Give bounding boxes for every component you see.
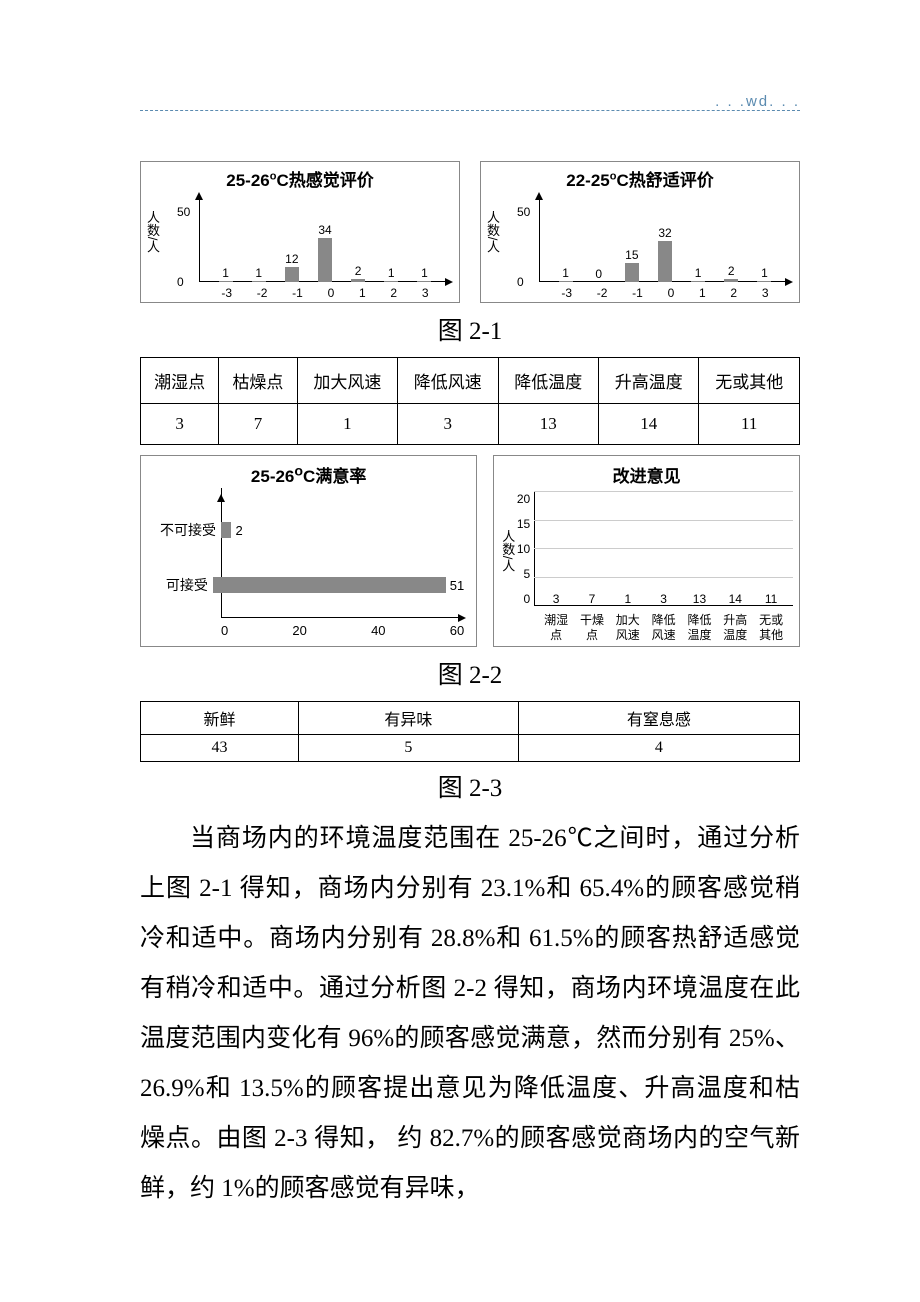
t1-h-2: 加大风速: [297, 358, 397, 404]
t1-r-2: 1: [297, 404, 397, 445]
c1l-bar-4: 2: [342, 264, 375, 282]
t2-r-2: 4: [518, 735, 799, 762]
c2v-bar-5: 14: [717, 592, 753, 606]
c2v-bar-4: 13: [682, 592, 718, 606]
c1r-yt1: 50: [517, 205, 530, 219]
body-paragraph: 当商场内的环境温度范围在 25-26℃之间时，通过分析上图 2-1 得知，商场内…: [140, 814, 800, 1214]
t1-r-3: 3: [398, 404, 498, 445]
chart-row-1: 25-26oC热感觉评价 人数/人 50 0 111234211 -3-2-10…: [140, 161, 800, 303]
c2h-pre: 25-26: [251, 467, 294, 486]
header-divider: . . .wd. . .: [140, 110, 800, 111]
t1-h-5: 升高温度: [599, 358, 699, 404]
t2-h-2: 有窒息感: [518, 702, 799, 735]
c2v-title: 改进意见: [494, 456, 799, 487]
c1l-bar-6: 1: [408, 266, 441, 282]
c1l-bar-2: 12: [275, 252, 308, 282]
c2v-bar-1: 7: [574, 592, 610, 606]
c1r-bar-0: 1: [549, 266, 582, 282]
t1-r-4: 13: [498, 404, 598, 445]
c2v-bar-2: 1: [610, 592, 646, 606]
t1-r-5: 14: [599, 404, 699, 445]
c1r-yt0: 0: [517, 275, 524, 289]
t1-r-6: 11: [699, 404, 800, 445]
c2v-bar-0: 3: [538, 592, 574, 606]
c2h-area: 不可接受2可接受51 0204060: [221, 496, 464, 618]
t1-h-1: 枯燥点: [219, 358, 297, 404]
c2h-row-0: 不可接受2: [151, 520, 464, 540]
t2-r-1: 5: [299, 735, 519, 762]
chart-1-right: 22-25oC热舒适评价 人数/人 50 0 101532121 -3-2-10…: [480, 161, 800, 303]
t2-h-1: 有异味: [299, 702, 519, 735]
c1r-title-suf: 热舒适评价: [629, 171, 714, 190]
t1-r-0: 3: [141, 404, 219, 445]
table-2: 新鲜有异味有窒息感 4354: [140, 701, 800, 762]
c1l-title-pre: 25-26: [226, 171, 269, 190]
c1r-bar-5: 2: [715, 264, 748, 282]
c1r-area: 50 0 101532121 -3-2-10123: [519, 194, 791, 282]
t1-h-3: 降低风速: [398, 358, 498, 404]
c2h-title: 25-26oC满意率: [141, 456, 476, 487]
t2-h-0: 新鲜: [141, 702, 299, 735]
c1r-bar-6: 1: [748, 266, 781, 282]
c1l-bar-5: 1: [375, 266, 408, 282]
t1-h-4: 降低温度: [498, 358, 598, 404]
chart-2-hbar: 25-26oC满意率 不可接受2可接受51 0204060: [140, 455, 477, 647]
t2-r-0: 43: [141, 735, 299, 762]
c1r-bar-2: 15: [615, 248, 648, 282]
c1r-bar-1: 0: [582, 267, 615, 282]
chart-1-left: 25-26oC热感觉评价 人数/人 50 0 111234211 -3-2-10…: [140, 161, 460, 303]
t1-r-1: 7: [219, 404, 297, 445]
c1r-bar-3: 32: [648, 226, 681, 282]
c1l-yt0: 0: [177, 275, 184, 289]
c2h-row-1: 可接受51: [151, 575, 464, 595]
c1l-yt1: 50: [177, 205, 190, 219]
c2v-area: 20151050 3713131411 潮湿点干燥点加大风速降低风速降低温度升高…: [534, 492, 793, 606]
c1l-title-suf: 热感觉评价: [289, 171, 374, 190]
caption-2-2: 图 2-2: [140, 655, 800, 691]
chart-1-left-title: 25-26oC热感觉评价: [141, 162, 459, 191]
t1-h-6: 无或其他: [699, 358, 800, 404]
c1l-bar-3: 34: [308, 223, 341, 282]
c1l-bar-1: 1: [242, 266, 275, 282]
c2v-bar-3: 3: [646, 592, 682, 606]
caption-2-1: 图 2-1: [140, 311, 800, 347]
c1r-ylabel: 人数/人: [483, 211, 502, 254]
header-wd: . . .wd. . .: [715, 93, 800, 110]
caption-2-3: 图 2-3: [140, 768, 800, 804]
chart-1-right-title: 22-25oC热舒适评价: [481, 162, 799, 191]
t1-h-0: 潮湿点: [141, 358, 219, 404]
c1l-bar-0: 1: [209, 266, 242, 282]
chart-2-vbar: 改进意见 人数/人 20151050 3713131411 潮湿点干燥点加大风速…: [493, 455, 800, 647]
c1r-bar-4: 1: [682, 266, 715, 282]
c1l-area: 50 0 111234211 -3-2-10123: [179, 194, 451, 282]
table-1: 潮湿点枯燥点加大风速降低风速降低温度升高温度无或其他 3713131411: [140, 357, 800, 445]
chart-row-2: 25-26oC满意率 不可接受2可接受51 0204060 改进意见 人数/人 …: [140, 455, 800, 647]
c2v-bar-6: 11: [753, 592, 789, 606]
c1r-title-pre: 22-25: [566, 171, 609, 190]
c2h-suf: 满意率: [315, 467, 366, 486]
c1l-ylabel: 人数/人: [143, 211, 162, 254]
